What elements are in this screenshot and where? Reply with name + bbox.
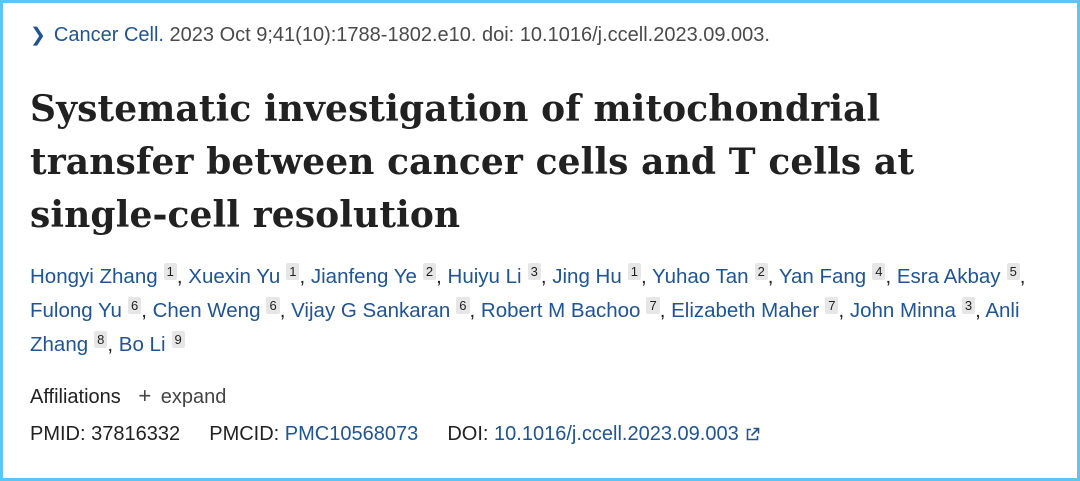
identifiers-row: PMID: 37816332 PMCID: PMC10568073 DOI: 1… <box>30 423 760 448</box>
author-item: Esra Akbay 5 <box>896 263 1020 288</box>
author-link[interactable]: Bo Li <box>118 333 166 356</box>
journal-link[interactable]: Cancer Cell. <box>53 24 164 46</box>
author-link[interactable]: Robert M Bachoo <box>480 299 641 322</box>
affiliation-badge[interactable]: 4 <box>872 263 886 280</box>
author-item: Yan Fang 4 <box>778 263 886 288</box>
affiliation-badge[interactable]: 1 <box>163 263 177 280</box>
author-item: Jing Hu 1 <box>552 263 641 288</box>
expand-plus-icon[interactable]: + <box>138 383 152 408</box>
author-link[interactable]: Hongyi Zhang <box>30 265 158 288</box>
affiliation-badge[interactable]: 3 <box>527 263 541 280</box>
author-link[interactable]: Elizabeth Maher <box>671 299 820 322</box>
citation-details: 2023 Oct 9;41(10):1788-1802.e10. doi: 10… <box>169 24 770 46</box>
pmid-label: PMID: <box>30 423 86 445</box>
author-item: Elizabeth Maher 7 <box>671 297 839 322</box>
doi-link-text[interactable]: 10.1016/j.ccell.2023.09.003 <box>494 423 739 445</box>
author-item: John Minna 3 <box>849 297 976 322</box>
doi-link[interactable]: 10.1016/j.ccell.2023.09.003 <box>494 423 760 445</box>
author-item: Huiyu Li 3 <box>447 263 541 288</box>
author-link[interactable]: John Minna <box>849 299 956 322</box>
author-item: Bo Li 9 <box>118 331 185 356</box>
affiliation-badge[interactable]: 1 <box>286 263 300 280</box>
affiliation-badge[interactable]: 3 <box>961 297 976 314</box>
affiliation-badge[interactable]: 6 <box>127 297 142 314</box>
affiliation-badge[interactable]: 8 <box>94 331 108 348</box>
affiliation-badge[interactable]: 5 <box>1006 263 1020 280</box>
author-item: Yuhao Tan 2 <box>652 263 768 288</box>
author-item: Hongyi Zhang 1 <box>30 263 177 288</box>
author-item: Xuexin Yu 1 <box>188 263 300 288</box>
author-item: Fulong Yu 6 <box>30 297 142 322</box>
affiliations-row: Affiliations + expand <box>30 383 226 409</box>
pmcid-link[interactable]: PMC10568073 <box>284 423 419 445</box>
author-link[interactable]: Jianfeng Ye <box>310 265 417 288</box>
affiliation-badge[interactable]: 9 <box>171 331 185 348</box>
affiliation-badge[interactable]: 7 <box>646 297 660 314</box>
author-link[interactable]: Esra Akbay <box>896 265 1001 288</box>
doi-label: DOI: <box>447 423 489 445</box>
author-link[interactable]: Yuhao Tan <box>652 265 749 288</box>
article-title: Systematic investigation of mitochondria… <box>30 88 915 236</box>
expand-affiliations-button[interactable]: expand <box>160 386 227 408</box>
author-link[interactable]: Vijay G Sankaran <box>291 299 451 322</box>
chevron-right-icon[interactable]: ❯ <box>30 25 46 46</box>
author-link[interactable]: Xuexin Yu <box>188 265 281 288</box>
affiliations-label: Affiliations <box>30 386 121 408</box>
author-item: Robert M Bachoo 7 <box>480 297 660 322</box>
affiliation-badge[interactable]: 7 <box>825 297 839 314</box>
affiliation-badge[interactable]: 2 <box>754 263 768 280</box>
citation-line: ❯ Cancer Cell. 2023 Oct 9;41(10):1788-180… <box>30 24 770 47</box>
pmid-value: 37816332 <box>91 423 181 445</box>
author-link[interactable]: Jing Hu <box>552 265 622 288</box>
external-link-icon[interactable] <box>745 425 760 448</box>
author-item: Jianfeng Ye 2 <box>310 263 437 288</box>
author-link[interactable]: Yan Fang <box>778 265 867 288</box>
author-item: Vijay G Sankaran 6 <box>291 297 470 322</box>
affiliation-badge[interactable]: 2 <box>422 263 437 280</box>
affiliation-badge[interactable]: 6 <box>266 297 280 314</box>
affiliation-badge[interactable]: 1 <box>627 263 641 280</box>
author-list: Hongyi Zhang 1, Xuexin Yu 1, Jianfeng Ye 2,… <box>30 263 1026 356</box>
author-link[interactable]: Fulong Yu <box>30 299 122 322</box>
affiliation-badge[interactable]: 6 <box>456 297 470 314</box>
author-item: Anli Zhang 8 <box>30 299 1020 356</box>
author-link[interactable]: Huiyu Li <box>447 265 522 288</box>
author-link[interactable]: Anli Zhang <box>30 299 1020 356</box>
author-item: Chen Weng 6 <box>152 297 280 322</box>
author-link[interactable]: Chen Weng <box>152 299 261 322</box>
pmcid-label: PMCID: <box>209 423 280 445</box>
